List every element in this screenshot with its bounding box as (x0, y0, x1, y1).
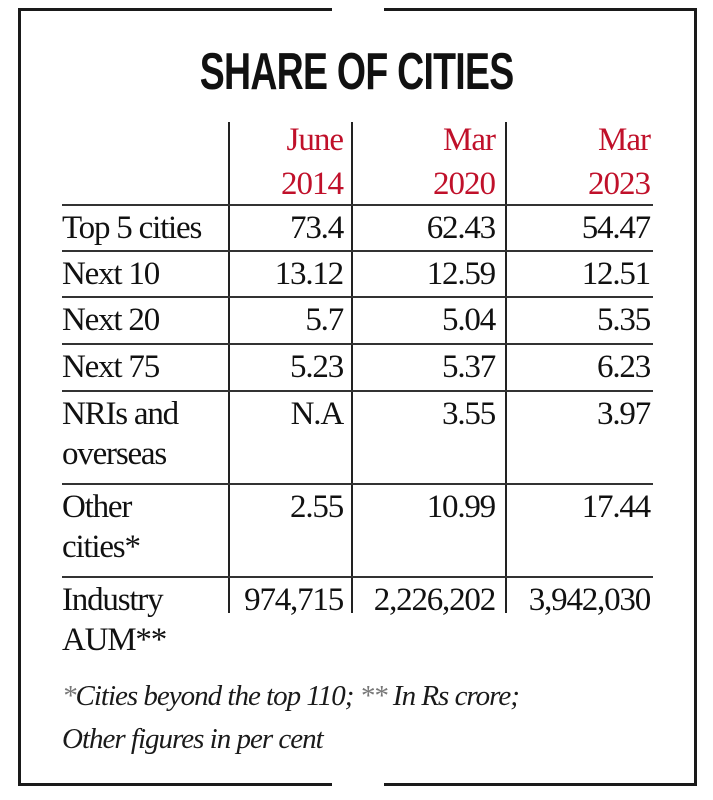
table-cell-value: 62.43 (426, 210, 496, 246)
table-cell-value: 2.55 (290, 489, 344, 525)
table-cell-value: N.A (290, 396, 345, 432)
table-cell-value: 2,226,202 (373, 582, 496, 618)
row-divider (62, 250, 653, 252)
row-label-line-1: Top 5 cities (62, 210, 202, 246)
row-divider (62, 343, 653, 345)
table-cell-value: 3,942,030 (528, 582, 651, 618)
column-divider (351, 122, 353, 613)
chart-title: SHARE OF CITIES (199, 43, 514, 101)
footnote-line-1: *Cities beyond the top 110; ** In Rs cro… (62, 675, 682, 718)
column-header-line-2: 2023 (588, 166, 651, 202)
table-cell-value: 13.12 (274, 256, 344, 292)
row-label-line-1: Next 10 (62, 256, 160, 292)
table-cell-value: 3.97 (597, 396, 651, 432)
frame-border-top-right (384, 8, 697, 11)
row-label-line-2: overseas (62, 436, 167, 472)
row-label: Industry AUM** (62, 580, 167, 660)
row-label: Top 5 cities (62, 208, 202, 248)
row-label-line-2: cities* (62, 529, 141, 565)
row-label-line-1: Next 75 (62, 349, 160, 385)
frame-border-bottom-right (384, 783, 697, 786)
row-label-line-1: NRIs and (62, 396, 179, 432)
table-cell-value: 54.47 (581, 210, 651, 246)
table-cell-value: 73.4 (290, 210, 344, 246)
table-cell-value: 12.51 (581, 256, 651, 292)
table-cell-value: 5.04 (442, 302, 496, 338)
table-cell-value: 17.44 (581, 489, 651, 525)
table-cell-value: 5.35 (597, 302, 651, 338)
row-label: Next 10 (62, 254, 160, 294)
column-header-line-1: Mar (598, 122, 651, 158)
column-divider (505, 122, 507, 613)
row-label-line-1: Next 20 (62, 302, 160, 338)
footnote-text-cities: Cities beyond the top 110; (75, 680, 360, 712)
row-label: NRIs and overseas (62, 394, 179, 474)
column-divider (228, 122, 230, 613)
footnote-double-asterisk: ** (359, 680, 388, 712)
column-header: Mar 2023 (588, 118, 651, 206)
row-label-line-1: Other (62, 489, 132, 525)
row-label: Next 75 (62, 347, 160, 387)
row-label-line-2: AUM** (62, 622, 167, 658)
table-cell-value: 5.7 (305, 302, 344, 338)
row-label: Next 20 (62, 300, 160, 340)
row-divider (62, 390, 653, 392)
column-header: June 2014 (281, 118, 345, 206)
footnote-text-crore: In Rs crore; (386, 680, 520, 712)
frame-border-bottom-left (18, 783, 332, 786)
row-divider (62, 483, 653, 485)
footnote-line-2: Other figures in per cent (62, 723, 324, 755)
row-divider (62, 576, 653, 578)
table-cell-value: 10.99 (426, 489, 496, 525)
column-header-line-2: 2020 (433, 166, 496, 202)
table-cell-value: 3.55 (442, 396, 496, 432)
frame-border-top-left (18, 8, 332, 11)
footnote-asterisk: * (62, 680, 76, 712)
column-header-line-1: June (286, 122, 345, 158)
table-cell-value: 12.59 (426, 256, 496, 292)
column-header-line-1: Mar (443, 122, 496, 158)
row-divider (62, 204, 653, 206)
column-header: Mar 2020 (433, 118, 496, 206)
row-label: Other cities* (62, 487, 141, 567)
row-label-line-1: Industry (62, 582, 164, 618)
column-header-line-2: 2014 (281, 166, 344, 202)
table-cell-value: 5.23 (290, 349, 344, 385)
frame-border-right (694, 8, 697, 786)
footnote: *Cities beyond the top 110; ** In Rs cro… (62, 675, 682, 761)
table-cell-value: 6.23 (597, 349, 651, 385)
table-cell-value: 974,715 (244, 582, 344, 618)
frame-border-left (18, 8, 21, 786)
row-divider (62, 296, 653, 298)
table-cell-value: 5.37 (442, 349, 496, 385)
